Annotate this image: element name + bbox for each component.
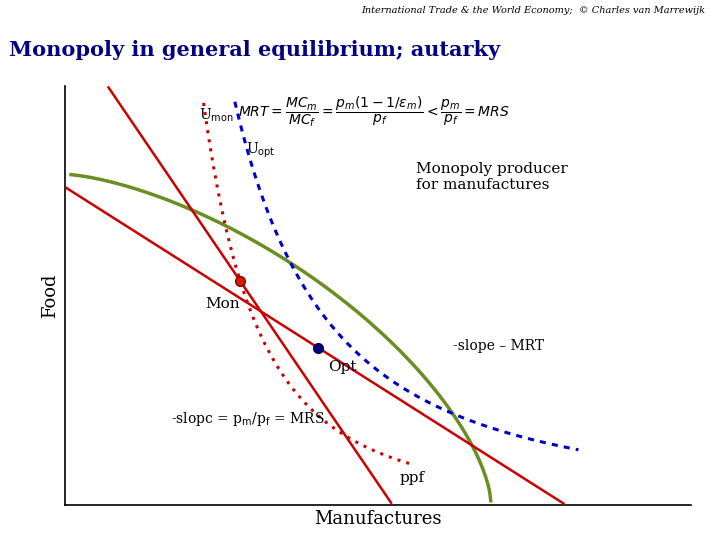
Text: International Trade & the World Economy;  © Charles van Marrewijk: International Trade & the World Economy;… xyxy=(361,6,706,16)
X-axis label: Manufactures: Manufactures xyxy=(314,510,442,529)
Text: -slope – MRT: -slope – MRT xyxy=(453,339,544,353)
Text: Monopoly in general equilibrium; autarky: Monopoly in general equilibrium; autarky xyxy=(9,40,500,60)
Text: U$_{\rm mon}$: U$_{\rm mon}$ xyxy=(199,107,234,124)
Text: Mon: Mon xyxy=(206,297,240,311)
Y-axis label: Food: Food xyxy=(41,273,59,318)
Text: U$_{\rm opt}$: U$_{\rm opt}$ xyxy=(246,140,276,160)
Text: Opt: Opt xyxy=(328,360,356,374)
Text: -slopc = p$_{\rm m}$/p$_{\rm f}$ = MRS: -slopc = p$_{\rm m}$/p$_{\rm f}$ = MRS xyxy=(171,410,325,428)
Text: $MRT = \dfrac{MC_m}{MC_f} = \dfrac{p_m(1-1/\varepsilon_m)}{p_f} < \dfrac{p_m}{p_: $MRT = \dfrac{MC_m}{MC_f} = \dfrac{p_m(1… xyxy=(238,94,510,129)
Text: Monopoly producer
for manufactures: Monopoly producer for manufactures xyxy=(415,162,567,192)
Text: ppf: ppf xyxy=(400,471,425,485)
